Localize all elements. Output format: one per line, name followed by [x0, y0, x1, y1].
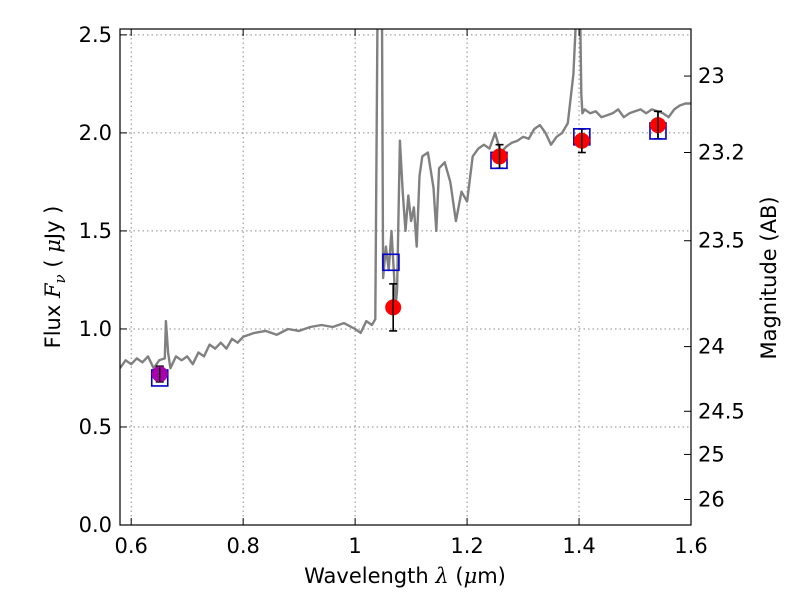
model-photometry-point — [382, 253, 400, 272]
y2-tick-label: 23.5 — [698, 229, 745, 253]
y-tick-label: 0.5 — [79, 415, 112, 439]
x-tick-label: 1 — [348, 534, 361, 558]
y2-tick-label: 24.5 — [698, 399, 745, 423]
x-tick-label: 0.6 — [114, 534, 147, 558]
ticks: 0.6 0.8 1 1.2 1.4 1.6 0.0 0.5 1.0 1.5 2.0 2.5 23 23.2… — [79, 23, 745, 558]
y2-tick-label: 25 — [698, 442, 725, 466]
grid — [120, 29, 692, 526]
data-layer — [120, 29, 691, 370]
y-tick-label: 2.0 — [79, 121, 112, 145]
x-tick-label: 1.6 — [674, 534, 707, 558]
y-tick-label: 1.0 — [79, 317, 112, 341]
y-tick-label: 2.5 — [79, 23, 112, 47]
y-tick-label: 0.0 — [79, 513, 112, 537]
plot-area — [120, 29, 691, 387]
marker-layer — [150, 110, 667, 387]
x-tick-label: 0.8 — [226, 534, 259, 558]
y2-tick-label: 24 — [698, 335, 725, 359]
spectrum-line — [120, 29, 691, 370]
x-tick-label: 1.4 — [562, 534, 595, 558]
x-tick-label: 1.2 — [450, 534, 483, 558]
y-tick-label: 1.5 — [79, 219, 112, 243]
y2-tick-label: 23 — [698, 64, 725, 88]
y2-tick-label: 23.2 — [698, 141, 745, 165]
y2-tick-label: 26 — [698, 488, 725, 512]
x-axis-title: Wavelength λ (μm) — [304, 564, 506, 588]
y-axis-title: Flux Fν ( μJy ) — [41, 206, 69, 349]
plot-frame — [119, 28, 692, 526]
y2-axis-title: Magnitude (AB) — [757, 196, 781, 359]
